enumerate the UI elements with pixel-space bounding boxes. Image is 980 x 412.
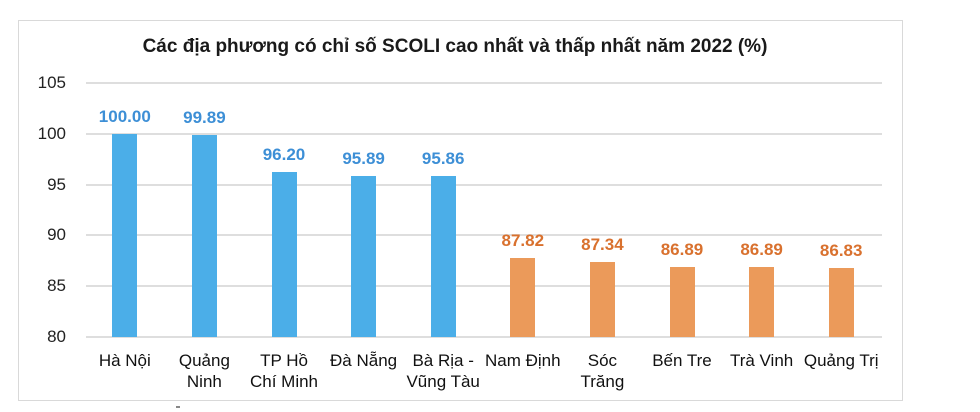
data-label: 99.89 xyxy=(183,107,226,127)
x-tick-label: Đà Nẵng xyxy=(330,351,398,370)
y-tick-label: 85 xyxy=(47,276,66,296)
x-tick-label: Quảng Trị xyxy=(803,351,879,370)
y-tick-label: 95 xyxy=(47,174,66,194)
bar-highest xyxy=(191,134,217,337)
x-tick-label: Bến Tre xyxy=(652,351,712,370)
bar-lowest xyxy=(510,257,536,337)
data-label: 100.00 xyxy=(98,106,151,126)
data-label: 86.83 xyxy=(819,240,863,260)
x-tick-label: Quảng Ninh xyxy=(178,351,230,391)
bar-lowest xyxy=(669,266,695,337)
gridline xyxy=(86,234,882,237)
bar-lowest xyxy=(749,266,775,337)
gridline xyxy=(86,336,882,338)
x-tick-label: Hà Nội xyxy=(98,351,151,370)
x-tick-label: Sóc Trăng xyxy=(580,351,625,391)
data-label: 87.82 xyxy=(501,230,545,250)
y-tick-label: 105 xyxy=(37,73,66,92)
y-tick-label: 100 xyxy=(37,123,66,143)
bar-highest xyxy=(430,175,456,337)
gridline xyxy=(86,183,882,186)
bar-highest xyxy=(351,175,377,337)
bar-lowest xyxy=(828,267,854,337)
y-tick-label: 80 xyxy=(47,327,66,346)
x-tick-label: Trà Vinh xyxy=(729,351,794,370)
gridline xyxy=(86,132,882,135)
x-tick-label: Nam Định xyxy=(485,351,561,370)
bar-lowest xyxy=(589,262,615,337)
data-label: 96.20 xyxy=(262,145,306,165)
data-label: 86.89 xyxy=(660,239,704,259)
gridline xyxy=(86,285,882,288)
stray-mark xyxy=(176,406,180,408)
chart-title: Các địa phương có chỉ số SCOLI cao nhất … xyxy=(142,36,768,57)
bar-highest xyxy=(112,133,138,337)
data-label: 86.89 xyxy=(740,239,783,259)
y-tick-label: 90 xyxy=(47,225,66,245)
data-label: 95.86 xyxy=(421,148,465,168)
data-label: 87.34 xyxy=(581,235,624,255)
x-tick-label: Bà Rịa - Vũng Tàu xyxy=(406,351,480,391)
gridline xyxy=(86,82,882,84)
x-tick-label: TP Hồ Chí Minh xyxy=(249,351,319,391)
data-label: 95.89 xyxy=(342,148,385,168)
bar-highest xyxy=(271,172,297,337)
plot-area xyxy=(86,82,882,338)
